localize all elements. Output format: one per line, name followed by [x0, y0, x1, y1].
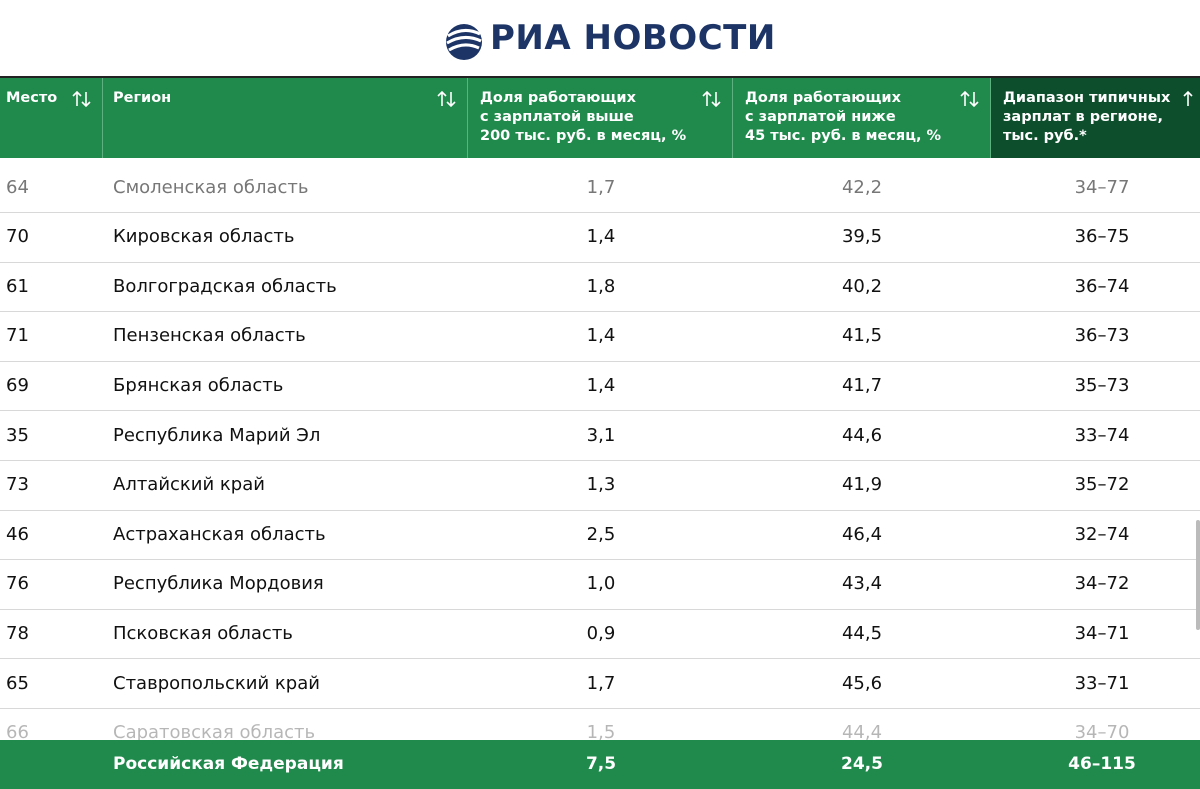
table-row: 73 Алтайский край 1,3 41,9 35–72: [0, 460, 1200, 511]
table-cell: Астраханская область: [113, 523, 326, 545]
table-cell: 35–72: [1074, 474, 1130, 496]
logo-icon: [446, 24, 482, 60]
table-cell: 34–70: [1074, 722, 1130, 740]
table-row: 65 Ставропольский край 1,7 45,6 33–71: [0, 659, 1200, 710]
table-cell: Ставропольский край: [113, 672, 320, 694]
sort-icon[interactable]: [701, 89, 723, 109]
column-header[interactable]: Доля работающих с зарплатой выше 200 тыс…: [468, 78, 733, 158]
table-cell: 1,4: [586, 226, 616, 248]
table-cell: 46: [6, 523, 29, 545]
table-cell: 1,7: [586, 672, 616, 694]
table-cell: 61: [6, 275, 29, 297]
table-cell: 42,2: [841, 176, 883, 198]
table-cell: 33–71: [1074, 672, 1130, 694]
table-cell: 36–74: [1074, 275, 1130, 297]
table-cell: 1,4: [586, 325, 616, 347]
table-cell: Республика Мордовия: [113, 573, 324, 595]
table-cell: 39,5: [841, 226, 883, 248]
table-cell: 1,7: [586, 176, 616, 198]
table-cell: 34–71: [1074, 622, 1130, 644]
table-cell: 78: [6, 622, 29, 644]
table-cell: 66: [6, 722, 29, 740]
table-row: 64 Смоленская область 1,7 42,2 34–77: [0, 163, 1200, 214]
table-row: 61 Волгоградская область 1,8 40,2 36–74: [0, 262, 1200, 313]
table-row: 71 Пензенская область 1,4 41,5 36–73: [0, 311, 1200, 362]
table-cell: 34–77: [1074, 176, 1130, 198]
total-cell: 7,5: [585, 754, 617, 774]
table-cell: 46,4: [841, 523, 883, 545]
table-cell: 41,9: [841, 474, 883, 496]
total-cell: Российская Федерация: [113, 754, 344, 774]
table-row: 76 Республика Мордовия 1,0 43,4 34–72: [0, 559, 1200, 610]
total-cell: 24,5: [841, 754, 883, 774]
table-cell: 71: [6, 325, 29, 347]
sort-icon[interactable]: [71, 89, 93, 109]
table-cell: 1,4: [586, 374, 616, 396]
scrollbar: [1196, 520, 1200, 630]
table-cell: 64: [6, 176, 29, 198]
logo-bar: РИА НОВОСТИ: [0, 0, 1200, 78]
table-cell: Алтайский край: [113, 474, 265, 496]
table-cell: 1,3: [586, 474, 616, 496]
table-cell: 69: [6, 374, 29, 396]
table-cell: 1,8: [586, 275, 616, 297]
table-cell: 1,5: [586, 722, 616, 740]
table-cell: 44,4: [841, 722, 883, 740]
table-header: Место Регион Доля работающих с зарплатой в…: [0, 78, 1200, 158]
column-header[interactable]: Место: [0, 78, 103, 158]
table-cell: Саратовская область: [113, 722, 316, 740]
logo-text: РИА НОВОСТИ: [490, 18, 776, 58]
table-row: 78 Псковская область 0,9 44,5 34–71: [0, 609, 1200, 660]
table-cell: 73: [6, 474, 29, 496]
table-row: 46 Астраханская область 2,5 46,4 32–74: [0, 510, 1200, 561]
table-row: 66 Саратовская область 1,5 44,4 34–70: [0, 708, 1200, 740]
table-cell: Псковская область: [113, 622, 293, 644]
table-cell: 34–72: [1074, 573, 1130, 595]
total-cell: 46–115: [1068, 754, 1136, 774]
table-cell: 70: [6, 226, 29, 248]
table-cell: Смоленская область: [113, 176, 309, 198]
table-cell: 2,5: [586, 523, 616, 545]
column-header[interactable]: Регион: [103, 78, 468, 158]
table-cell: 65: [6, 672, 29, 694]
column-header[interactable]: Диапазон типичных зарплат в регионе, тыс…: [991, 78, 1200, 158]
table-cell: 44,5: [841, 622, 883, 644]
table-cell: 41,5: [841, 325, 883, 347]
table-cell: 43,4: [841, 573, 883, 595]
sort-icon[interactable]: [1180, 89, 1200, 109]
table-cell: 33–74: [1074, 424, 1130, 446]
table-cell: Кировская область: [113, 226, 295, 248]
table-cell: Республика Марий Эл: [113, 424, 321, 446]
sort-icon[interactable]: [959, 89, 981, 109]
table-cell: 36–73: [1074, 325, 1130, 347]
table-cell: 35–73: [1074, 374, 1130, 396]
total-row: Российская Федерация 7,5 24,5 46–115: [0, 740, 1200, 789]
table-cell: Пензенская область: [113, 325, 306, 347]
table-cell: 3,1: [586, 424, 616, 446]
table-cell: Волгоградская область: [113, 275, 337, 297]
table-cell: 44,6: [841, 424, 883, 446]
table-body: 64 Смоленская область 1,7 42,2 34–77 70 Кировс…: [0, 158, 1200, 740]
table-row: 35 Республика Марий Эл 3,1 44,6 33–74: [0, 411, 1200, 462]
table-cell: 41,7: [841, 374, 883, 396]
table-cell: 76: [6, 573, 29, 595]
sort-icon[interactable]: [436, 89, 458, 109]
table-cell: 32–74: [1074, 523, 1130, 545]
table-cell: 35: [6, 424, 29, 446]
table-cell: 36–75: [1074, 226, 1130, 248]
table-row: 69 Брянская область 1,4 41,7 35–73: [0, 361, 1200, 412]
table-cell: 45,6: [841, 672, 883, 694]
table-cell: 0,9: [586, 622, 616, 644]
column-header[interactable]: Доля работающих с зарплатой ниже 45 тыс.…: [733, 78, 991, 158]
table-cell: 1,0: [586, 573, 616, 595]
table-cell: 40,2: [841, 275, 883, 297]
table-cell: Брянская область: [113, 374, 284, 396]
table-row: 70 Кировская область 1,4 39,5 36–75: [0, 212, 1200, 263]
